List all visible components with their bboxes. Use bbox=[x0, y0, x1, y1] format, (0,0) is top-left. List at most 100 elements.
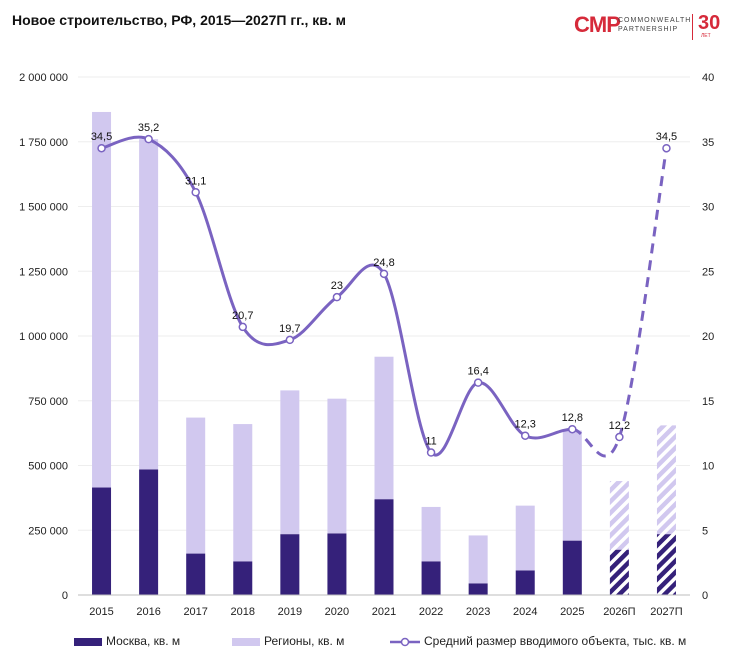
bar-moscow bbox=[374, 499, 394, 595]
bar-moscow bbox=[562, 540, 582, 595]
line-point bbox=[144, 134, 153, 144]
line-series bbox=[97, 134, 671, 458]
logo-line1: COMMONWEALTH bbox=[618, 17, 692, 24]
x-tick-label: 2026П bbox=[603, 606, 635, 618]
x-tick-label: 2023 bbox=[466, 606, 490, 618]
y-right-tick-label: 20 bbox=[702, 331, 714, 343]
legend-swatch-moscow bbox=[74, 637, 102, 646]
data-labels: 34,5 35,2 31,1 20,7 19,7 23 24,8 11 16,4 12,3 12,8… bbox=[91, 122, 677, 447]
logo-years-sub: ЛЕТ bbox=[701, 33, 711, 39]
line-point bbox=[285, 335, 295, 345]
data-label: 35,2 bbox=[138, 122, 159, 134]
line-point bbox=[332, 292, 342, 302]
x-tick-label: 2024 bbox=[513, 606, 537, 618]
data-label: 12,2 bbox=[609, 420, 630, 432]
bar-moscow bbox=[92, 487, 112, 595]
data-label: 11 bbox=[425, 436, 436, 448]
line-point bbox=[97, 143, 106, 153]
data-label: 12,8 bbox=[562, 412, 583, 424]
x-tick-label: 2022 bbox=[419, 606, 443, 618]
company-logo: CMP COMMONWEALTH PARTNERSHIP 30 ЛЕТ bbox=[574, 12, 724, 42]
y-left-tick-label: 750 000 bbox=[28, 396, 68, 408]
y-left-tick-label: 250 000 bbox=[28, 525, 68, 537]
y-right-tick-label: 5 bbox=[702, 525, 708, 537]
bar-moscow bbox=[468, 583, 488, 595]
x-tick-label: 2021 bbox=[372, 606, 396, 618]
bar-moscow bbox=[139, 469, 159, 595]
bar-regions bbox=[515, 505, 535, 571]
x-tick-label: 2019 bbox=[278, 606, 302, 618]
legend-label-moscow: Москва, кв. м bbox=[106, 634, 181, 648]
legend-label-line: Средний размер вводимого объекта, тыс. к… bbox=[424, 634, 687, 648]
x-tick-label: 2018 bbox=[231, 606, 255, 618]
logo-years: 30 bbox=[698, 12, 721, 34]
y-right-tick-label: 40 bbox=[702, 72, 714, 84]
legend-regions: Регионы, кв. м bbox=[232, 634, 344, 648]
bar-regions bbox=[656, 425, 676, 535]
data-label: 31,1 bbox=[185, 175, 206, 187]
legend-swatch-line bbox=[390, 637, 420, 647]
bar-regions bbox=[92, 111, 112, 488]
legend-label-regions: Регионы, кв. м bbox=[264, 634, 345, 648]
x-tick-label: 2020 bbox=[325, 606, 349, 618]
bar-moscow bbox=[656, 534, 676, 595]
logo-mark: CMP bbox=[574, 12, 621, 37]
x-axis: 2015 2016 2017 2018 2019 2020 2021 2022 2023 2024… bbox=[78, 594, 690, 618]
data-label: 24,8 bbox=[373, 257, 394, 269]
y-right-tick-label: 0 bbox=[702, 590, 708, 602]
avg-size-line-forecast bbox=[571, 147, 668, 458]
line-point bbox=[568, 424, 577, 434]
logo-line2: PARTNERSHIP bbox=[618, 26, 679, 33]
data-label: 20,7 bbox=[232, 310, 253, 322]
bar-regions bbox=[233, 424, 253, 562]
y-left-tick-label: 1 000 000 bbox=[19, 331, 68, 343]
data-label: 34,5 bbox=[656, 131, 677, 143]
legend-moscow: Москва, кв. м bbox=[74, 634, 180, 648]
x-tick-label: 2027П bbox=[650, 606, 682, 618]
left-axis: 0 250 000 500 000 750 000 1 000 000 1 250 000… bbox=[19, 72, 68, 602]
chart-title: Новое строительство, РФ, 2015—2027П гг.,… bbox=[12, 12, 347, 28]
data-label: 19,7 bbox=[279, 323, 300, 335]
bar-moscow bbox=[327, 533, 347, 595]
x-tick-label: 2016 bbox=[136, 606, 160, 618]
y-right-tick-label: 30 bbox=[702, 202, 714, 214]
bar-regions bbox=[186, 417, 206, 554]
line-point bbox=[615, 432, 624, 442]
x-tick-label: 2015 bbox=[89, 606, 113, 618]
bar-regions bbox=[468, 535, 488, 584]
line-point bbox=[662, 143, 671, 153]
right-axis: 0 5 10 15 20 25 30 35 40 bbox=[702, 72, 714, 602]
y-right-tick-label: 25 bbox=[702, 266, 714, 278]
legend-avg-size: Средний размер вводимого объекта, тыс. к… bbox=[390, 634, 686, 648]
line-point bbox=[426, 448, 436, 457]
bar-moscow bbox=[233, 561, 253, 595]
legend-swatch-regions bbox=[232, 637, 260, 646]
y-left-tick-label: 1 500 000 bbox=[19, 202, 68, 214]
y-right-tick-label: 10 bbox=[702, 461, 714, 473]
data-label: 34,5 bbox=[91, 131, 112, 143]
line-point bbox=[379, 269, 389, 279]
bar-regions bbox=[374, 356, 394, 500]
bar-moscow bbox=[280, 534, 300, 595]
y-right-tick-label: 35 bbox=[702, 137, 714, 149]
data-label: 12,3 bbox=[515, 419, 536, 431]
bar-regions bbox=[327, 398, 347, 534]
bar-moscow bbox=[186, 553, 206, 595]
bar-regions bbox=[609, 481, 629, 550]
bar-moscow bbox=[609, 549, 629, 595]
line-point bbox=[238, 322, 248, 332]
y-left-tick-label: 2 000 000 bbox=[19, 72, 68, 84]
bar-regions bbox=[421, 506, 441, 562]
y-left-tick-label: 500 000 bbox=[28, 461, 68, 473]
y-left-tick-label: 1 250 000 bbox=[19, 266, 68, 278]
line-point bbox=[191, 188, 200, 197]
bars bbox=[92, 111, 676, 595]
logo-name: COMMONWEALTH PARTNERSHIP bbox=[618, 16, 691, 34]
line-point bbox=[473, 378, 483, 387]
data-label: 23 bbox=[331, 280, 343, 292]
y-left-tick-label: 0 bbox=[62, 590, 68, 602]
bar-regions bbox=[280, 390, 300, 535]
bar-regions bbox=[562, 430, 582, 541]
y-left-tick-label: 1 750 000 bbox=[19, 137, 68, 149]
